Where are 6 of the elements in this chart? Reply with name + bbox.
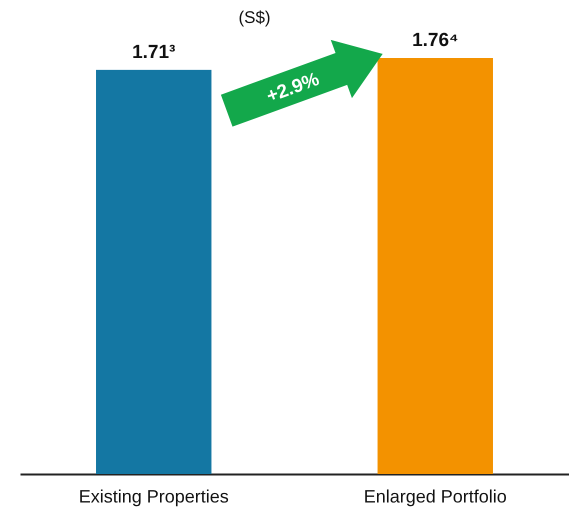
x-tick-label: Existing Properties bbox=[78, 486, 229, 506]
annotation: +2.9% bbox=[264, 68, 322, 108]
x-tick-label: Enlarged Portfolio bbox=[364, 486, 507, 506]
data-label: 1.71³ bbox=[132, 42, 176, 63]
data-label: 1.76⁴ bbox=[412, 30, 458, 51]
chart-title: (S$) bbox=[238, 8, 271, 27]
